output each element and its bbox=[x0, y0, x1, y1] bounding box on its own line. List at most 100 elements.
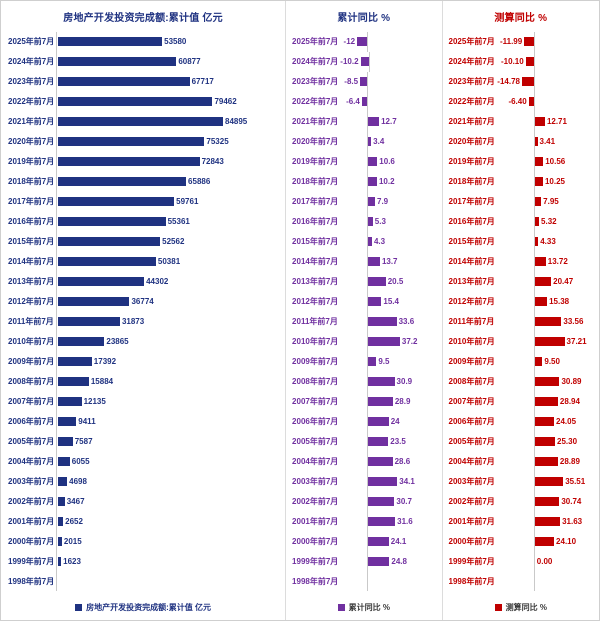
category-label: 2004年前7月 bbox=[448, 456, 495, 466]
category-label: 2022年前7月 bbox=[448, 97, 495, 107]
positive-zone: 25.30 bbox=[534, 431, 599, 451]
bar bbox=[525, 57, 534, 67]
bar bbox=[58, 157, 200, 167]
chart-row: 2023年前7月 -14.78 bbox=[443, 71, 599, 92]
positive-zone: 13.72 bbox=[534, 252, 599, 272]
positive-zone: 5.32 bbox=[534, 212, 599, 232]
chart-row: 1998年前7月 bbox=[1, 571, 285, 592]
category-label: 2025年前7月 bbox=[448, 37, 495, 47]
bar bbox=[58, 217, 166, 227]
bar-area: 28.94 bbox=[495, 391, 599, 412]
category-label: 2018年前7月 bbox=[448, 177, 495, 187]
bar-area: 5.32 bbox=[495, 211, 599, 232]
category-label: 2009年前7月 bbox=[448, 356, 495, 366]
bar-area: 10.2 bbox=[338, 171, 441, 192]
calc-yoy-chart-panel: 测算同比 % 2025年前7月 -11.99 2024年前7月 -10.10 2023年… bbox=[441, 1, 599, 620]
chart-row: 2006年前7月 9411 bbox=[1, 411, 285, 432]
positive-zone bbox=[535, 32, 599, 52]
bar-area: 23865 bbox=[56, 331, 285, 352]
category-label: 2008年前7月 bbox=[292, 376, 339, 386]
bar-area: 7.9 bbox=[338, 191, 441, 212]
bar-area bbox=[56, 571, 285, 592]
value-label: 30.9 bbox=[396, 376, 413, 386]
bar bbox=[521, 77, 534, 87]
positive-zone: 20.5 bbox=[368, 272, 441, 292]
category-label: 2004年前7月 bbox=[8, 456, 55, 466]
value-label: 75325 bbox=[206, 137, 229, 147]
chart-row: 2009年前7月 9.50 bbox=[443, 351, 599, 372]
chart-row: 2008年前7月 30.9 bbox=[286, 371, 441, 392]
negative-zone bbox=[495, 291, 535, 312]
value-label: -12 bbox=[343, 37, 356, 47]
bar bbox=[58, 456, 70, 466]
chart-row: 2018年前7月 10.25 bbox=[443, 171, 599, 192]
chart-row: 2013年前7月 20.47 bbox=[443, 271, 599, 292]
chart-row: 2023年前7月 67717 bbox=[1, 71, 285, 92]
chart-row: 2002年前7月 30.74 bbox=[443, 491, 599, 512]
negative-zone bbox=[495, 131, 535, 152]
category-label: 2015年前7月 bbox=[8, 237, 55, 247]
bar bbox=[58, 376, 89, 386]
positive-zone: 31.6 bbox=[368, 511, 441, 531]
negative-zone bbox=[495, 511, 535, 532]
bar bbox=[58, 536, 62, 546]
chart-row: 2002年前7月 30.7 bbox=[286, 491, 441, 512]
category-label: 2016年前7月 bbox=[8, 217, 55, 227]
bar-area: 12.7 bbox=[338, 111, 441, 132]
category-label: 2002年前7月 bbox=[448, 496, 495, 506]
chart-row: 2024年前7月 -10.2 bbox=[286, 51, 441, 72]
bar bbox=[368, 317, 397, 327]
bar bbox=[58, 337, 105, 347]
value-label: 24.10 bbox=[556, 536, 577, 546]
value-label: 10.2 bbox=[378, 177, 395, 187]
category-label: 2000年前7月 bbox=[8, 536, 55, 546]
chart-row: 2000年前7月 24.10 bbox=[443, 531, 599, 552]
positive-zone: 10.2 bbox=[368, 172, 441, 192]
positive-zone: 15.38 bbox=[534, 292, 599, 312]
bar bbox=[58, 77, 190, 87]
negative-zone bbox=[338, 431, 369, 452]
value-label: 0.00 bbox=[536, 556, 553, 566]
chart-row: 2005年前7月 7587 bbox=[1, 431, 285, 452]
bar-area: 55361 bbox=[56, 211, 285, 232]
chart-row: 2007年前7月 28.94 bbox=[443, 391, 599, 412]
positive-zone: 33.6 bbox=[368, 312, 441, 332]
category-label: 2010年前7月 bbox=[292, 337, 339, 347]
value-label: -10.10 bbox=[501, 57, 524, 67]
investment-legend-swatch bbox=[75, 603, 83, 611]
bar-area: 52562 bbox=[56, 231, 285, 252]
yoy-chart-title: 累计同比 % bbox=[337, 12, 391, 24]
chart-row: 2019年前7月 72843 bbox=[1, 151, 285, 172]
bar bbox=[357, 37, 368, 47]
value-label: 4.33 bbox=[540, 237, 556, 247]
chart-row: 2015年前7月 4.3 bbox=[286, 231, 441, 252]
bar-area: 44302 bbox=[56, 271, 285, 292]
bar-area: 37.21 bbox=[495, 331, 599, 352]
value-label: 53580 bbox=[164, 37, 187, 47]
negative-zone bbox=[338, 491, 369, 512]
value-label: -8.5 bbox=[344, 77, 359, 87]
category-label: 2012年前7月 bbox=[292, 297, 339, 307]
category-label: 2004年前7月 bbox=[292, 456, 339, 466]
bar-area: 20.5 bbox=[338, 271, 441, 292]
value-label: 4698 bbox=[69, 476, 87, 486]
bar bbox=[58, 97, 213, 107]
value-label: 5.3 bbox=[374, 217, 386, 227]
value-label: 37.2 bbox=[401, 337, 418, 347]
bar-area: -6.4 bbox=[338, 91, 441, 112]
negative-zone bbox=[338, 271, 369, 292]
category-label: 2022年前7月 bbox=[8, 97, 55, 107]
value-label: 25.30 bbox=[557, 436, 578, 446]
chart-row: 2011年前7月 33.56 bbox=[443, 311, 599, 332]
category-label: 2018年前7月 bbox=[292, 177, 339, 187]
value-label: 12135 bbox=[83, 396, 106, 406]
value-label: 60877 bbox=[178, 57, 201, 67]
bar-area: 31.6 bbox=[338, 511, 441, 532]
chart-row: 2014年前7月 13.7 bbox=[286, 251, 441, 272]
value-label: 30.7 bbox=[396, 496, 412, 506]
positive-zone bbox=[368, 32, 441, 52]
positive-zone: 34.1 bbox=[368, 471, 441, 491]
bar bbox=[58, 237, 161, 247]
category-label: 2000年前7月 bbox=[292, 536, 339, 546]
bar-area: 17392 bbox=[56, 351, 285, 372]
